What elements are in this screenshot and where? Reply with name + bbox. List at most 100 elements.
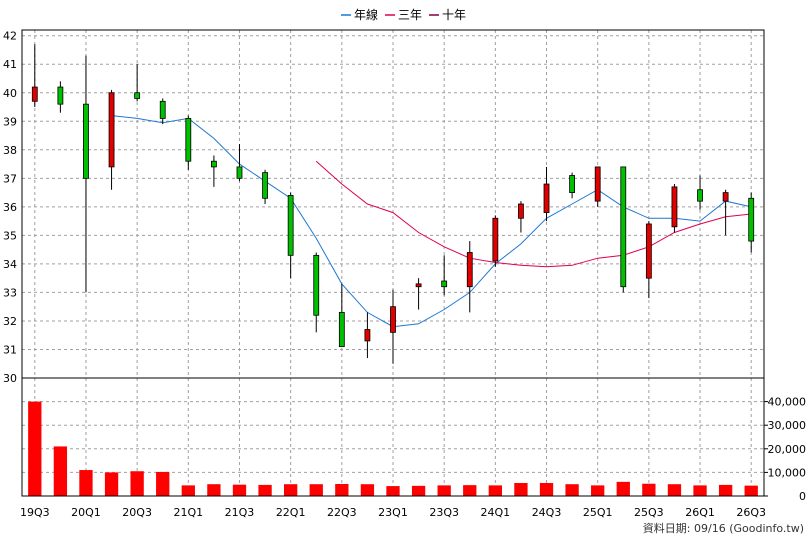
volume-bar <box>744 485 758 496</box>
x-tick-label: 22Q1 <box>276 506 306 519</box>
candle-body <box>569 175 576 193</box>
volume-bar <box>232 484 247 496</box>
legend-label: 三年 <box>398 8 422 22</box>
candle-body <box>57 86 64 105</box>
x-tick-label: 20Q1 <box>71 506 101 519</box>
candle-body <box>134 92 141 99</box>
volume-tick-label: 40,000 <box>768 396 807 409</box>
price-tick-label: 38 <box>3 144 17 157</box>
volume-bar <box>130 471 144 496</box>
candle-body <box>390 306 396 333</box>
price-tick-label: 34 <box>3 258 17 271</box>
volume-bar <box>616 481 630 496</box>
candle-body <box>83 103 89 179</box>
x-tick-label: 21Q3 <box>225 506 255 519</box>
candle-body <box>415 283 422 288</box>
candlesticks <box>31 44 755 364</box>
volume-bar <box>565 484 579 496</box>
x-tick-label: 24Q3 <box>532 506 562 519</box>
volume-tick-label: 20,000 <box>768 443 807 456</box>
volume-bar <box>258 484 272 496</box>
x-tick-label: 21Q1 <box>173 506 203 519</box>
price-tick-label: 40 <box>3 87 17 100</box>
volume-bar <box>79 470 93 496</box>
price-tick-label: 42 <box>3 30 17 43</box>
x-tick-label: 20Q3 <box>122 506 152 519</box>
volume-bar <box>335 483 349 496</box>
volume-bar <box>667 484 682 496</box>
x-tick-label: 25Q1 <box>583 506 613 519</box>
volume-bar <box>309 484 323 496</box>
candle-body <box>287 195 294 256</box>
candle-body <box>722 192 729 202</box>
volume-bar <box>488 485 502 496</box>
candle-body <box>338 311 345 348</box>
volume-bar <box>539 483 554 496</box>
x-tick-label: 23Q1 <box>378 506 408 519</box>
volume-bar <box>284 484 298 496</box>
volume-bar <box>411 485 426 496</box>
volume-bar <box>104 472 119 496</box>
grid <box>22 30 764 496</box>
candle-body <box>185 118 192 162</box>
volume-bar <box>437 485 451 496</box>
volume-tick-label: 10,000 <box>768 466 807 479</box>
candle-body <box>492 217 499 262</box>
volume-bars <box>28 401 758 496</box>
volume-bar <box>156 471 170 496</box>
legend-label: 年線 <box>354 7 378 22</box>
candle-body <box>262 172 268 199</box>
x-tick-label: 25Q3 <box>634 506 664 519</box>
price-tick-label: 39 <box>3 115 17 128</box>
x-tick-label: 24Q1 <box>481 506 511 519</box>
candle-body <box>594 166 601 202</box>
candle-body <box>210 160 217 168</box>
volume-bar <box>207 484 221 496</box>
x-tick-label: 23Q3 <box>429 506 459 519</box>
price-tick-label: 30 <box>3 372 17 385</box>
candle-body <box>313 254 320 316</box>
panel-frames <box>21 29 765 497</box>
price-tick-label: 33 <box>3 286 17 299</box>
volume-bar <box>718 484 733 496</box>
x-tick-label: 26Q3 <box>736 506 766 519</box>
candle-body <box>159 100 166 119</box>
price-tick-label: 31 <box>3 343 17 356</box>
volume-bar <box>386 486 400 496</box>
volume-bar <box>514 483 528 496</box>
volume-axis: 0 10,000 20,000 30,000 40,000 <box>764 396 806 503</box>
candle-body <box>441 280 448 288</box>
x-axis: 19Q3 20Q1 20Q3 21Q1 21Q3 22Q1 22Q3 23Q1 23Q3 24Q1… <box>20 506 766 519</box>
candle-body <box>236 166 243 179</box>
volume-bar <box>591 485 605 496</box>
x-tick-label: 19Q3 <box>20 506 50 519</box>
candle-body <box>364 329 371 342</box>
price-tick-label: 37 <box>3 172 17 185</box>
legend: 年線 三年 十年 <box>341 7 466 22</box>
volume-bar <box>53 446 68 496</box>
x-tick-label: 22Q3 <box>327 506 357 519</box>
footer-source: 資料日期: 09/16 (Goodinfo.tw) <box>643 521 804 535</box>
price-tick-label: 32 <box>3 315 17 328</box>
volume-bar <box>181 485 195 496</box>
x-tick-label: 26Q1 <box>685 506 715 519</box>
ma-line <box>315 160 752 268</box>
candle-body <box>620 166 627 288</box>
volume-tick-label: 0 <box>799 490 806 503</box>
candle-body <box>543 183 550 213</box>
volume-tick-label: 30,000 <box>768 419 807 432</box>
candle-body <box>645 223 652 279</box>
candle-body <box>518 203 524 219</box>
price-tick-label: 35 <box>3 229 17 242</box>
volume-bar <box>642 483 656 496</box>
candle-body <box>748 197 755 242</box>
volume-panel-frame <box>21 377 765 497</box>
candle-body <box>671 186 678 228</box>
candle-body <box>108 92 115 168</box>
price-tick-label: 41 <box>3 58 17 71</box>
volume-bar <box>463 485 477 496</box>
ma-line <box>111 115 752 328</box>
candle-body <box>697 189 703 202</box>
legend-label: 十年 <box>442 8 466 22</box>
